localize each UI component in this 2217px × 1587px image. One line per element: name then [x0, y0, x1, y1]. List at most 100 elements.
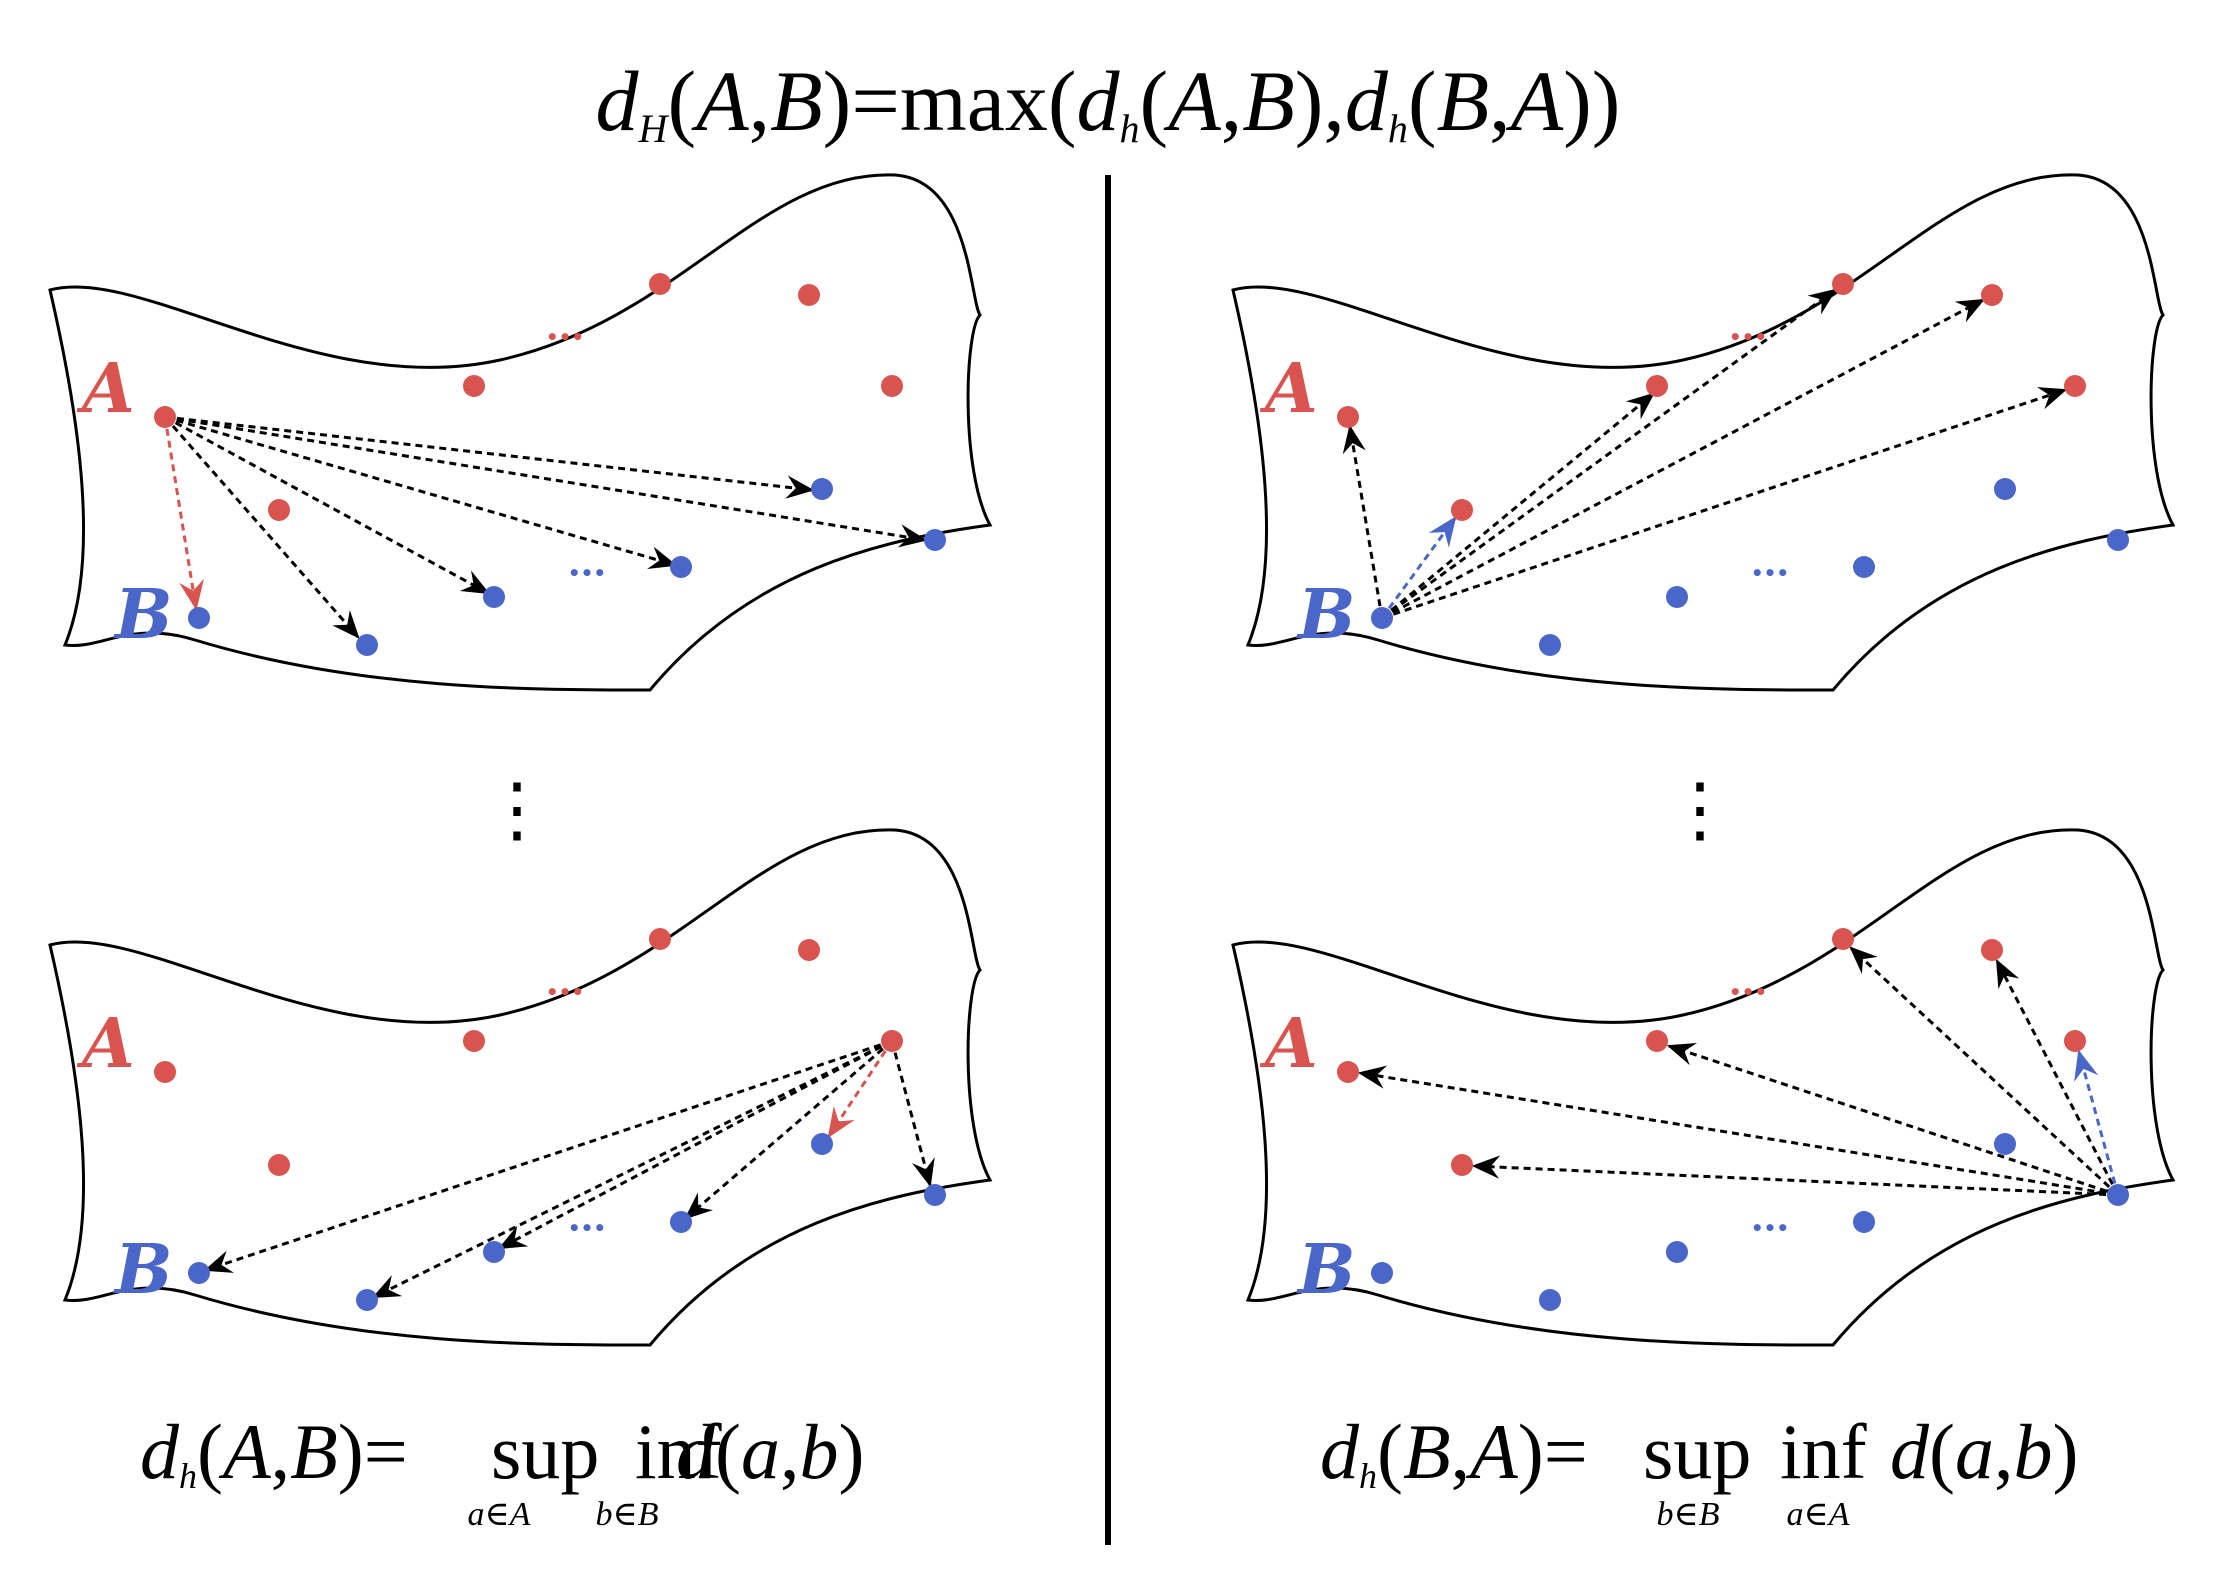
- formula-paren: (: [667, 53, 696, 149]
- formula-sub-H: H: [638, 106, 670, 151]
- point-b: [1371, 607, 1393, 629]
- panel-bottom-right: A B ••• •••: [1231, 828, 2175, 1347]
- formula-paren: ): [1563, 53, 1592, 149]
- ellipsis-a: •••: [1729, 325, 1767, 349]
- formula-paren: (: [1048, 53, 1077, 149]
- label-set-a: A: [1259, 349, 1318, 429]
- point-a: [1451, 1154, 1473, 1176]
- formula-paren: ): [838, 1408, 864, 1495]
- point-b: [1539, 634, 1561, 656]
- formula-A: A: [1465, 1408, 1518, 1495]
- point-b: [2107, 529, 2129, 551]
- min-arrow: [163, 416, 204, 611]
- formula-max: max: [900, 53, 1048, 149]
- dist-arrow: [684, 1039, 893, 1220]
- point-a: [2064, 1030, 2086, 1052]
- dist-arrow: [164, 415, 928, 548]
- formula-b: b: [799, 1408, 838, 1495]
- formula-paren: (: [1929, 1408, 1955, 1495]
- point-b: [1666, 1241, 1688, 1263]
- point-b: [811, 1133, 833, 1155]
- label-set-a: A: [76, 349, 135, 429]
- dist-arrow: [1381, 298, 1986, 620]
- ellipsis-a: •••: [1729, 980, 1767, 1004]
- dist-arrow: [164, 415, 491, 595]
- formula-paren: (: [715, 1408, 741, 1495]
- formula-inf-subscript: a∈A: [1787, 1496, 1850, 1533]
- formula-b: b: [2013, 1408, 2052, 1495]
- min-arrow: [1380, 515, 1457, 619]
- point-b: [670, 1211, 692, 1233]
- formula-paren: ): [2052, 1408, 2078, 1495]
- formula-equals: =: [364, 1408, 408, 1495]
- formula-paren: (: [1408, 53, 1437, 149]
- formula-comma: ,: [1489, 53, 1511, 149]
- dist-arrow: [1849, 946, 2120, 1197]
- point-a: [2064, 375, 2086, 397]
- dist-arrow: [1342, 424, 1384, 619]
- point-b: [1994, 1133, 2016, 1155]
- formula-d: d: [1345, 53, 1389, 149]
- formula-comma: ,: [1323, 53, 1345, 149]
- point-a: [798, 284, 820, 306]
- dist-arrow: [1357, 1065, 2119, 1197]
- dist-arrow: [890, 1040, 935, 1188]
- point-b: [1853, 1211, 1875, 1233]
- ellipsis-a: •••: [546, 325, 584, 349]
- formula-B: B: [770, 53, 823, 149]
- point-a: [1646, 375, 1668, 397]
- dist-arrow: [1666, 1043, 2119, 1197]
- point-a: [1981, 284, 2003, 306]
- svg-text:dh(B,A)=: dh(B,A)=: [1320, 1408, 1588, 1496]
- formula-sup: sup: [1643, 1408, 1751, 1495]
- formula-d: d: [1890, 1408, 1930, 1495]
- dist-arrow: [371, 1039, 893, 1299]
- point-b: [483, 586, 505, 608]
- point-b: [1371, 1262, 1393, 1284]
- formula-d: d: [596, 53, 640, 149]
- point-b: [483, 1241, 505, 1263]
- formula-paren: ): [1518, 1408, 1544, 1495]
- formula-sub-h: h: [179, 1456, 197, 1496]
- point-b: [924, 1184, 946, 1206]
- point-a: [649, 273, 671, 295]
- ellipsis-b: •••: [568, 1216, 606, 1240]
- directed-hausdorff-formula-ab: dh(A,B)= sup inf d(a,b) a∈A b∈B: [140, 1408, 864, 1533]
- formula-sup-subscript: b∈B: [1657, 1496, 1720, 1533]
- formula-inf: inf: [635, 1408, 722, 1495]
- formula-sup-subscript: a∈A: [468, 1496, 531, 1533]
- dist-arrow: [203, 1039, 893, 1273]
- point-a: [1337, 406, 1359, 428]
- formula-a: a: [1955, 1408, 1994, 1495]
- point-b: [356, 1289, 378, 1311]
- point-a: [1981, 939, 2003, 961]
- label-set-a: A: [1259, 1004, 1318, 1084]
- panel-bottom-left: A B ••• •••: [48, 828, 992, 1347]
- point-a: [1451, 499, 1473, 521]
- point-b: [924, 529, 946, 551]
- formula-comma: ,: [1451, 1408, 1471, 1495]
- point-a: [463, 1030, 485, 1052]
- point-a: [1646, 1030, 1668, 1052]
- label-set-b: B: [113, 575, 172, 655]
- point-a: [268, 1154, 290, 1176]
- formula-comma: ,: [271, 1408, 291, 1495]
- point-b: [1853, 556, 1875, 578]
- formula-inf-subscript: b∈B: [596, 1496, 659, 1533]
- dist-arrow: [163, 416, 360, 639]
- formula-equals: =: [1544, 1408, 1588, 1495]
- dist-arrow: [1995, 958, 2120, 1196]
- svg-text:d(a,b): d(a,b): [1890, 1408, 2078, 1495]
- formula-B: B: [1403, 1408, 1451, 1495]
- point-a: [268, 499, 290, 521]
- point-a: [1337, 1061, 1359, 1083]
- formula-paren: (: [1140, 53, 1169, 149]
- label-set-b: B: [1296, 1230, 1355, 1310]
- point-b: [188, 607, 210, 629]
- label-set-a: A: [76, 1004, 135, 1084]
- formula-A: A: [1506, 53, 1564, 149]
- point-b: [1539, 1289, 1561, 1311]
- label-set-b: B: [113, 1230, 172, 1310]
- formula-paren: ): [1592, 53, 1621, 149]
